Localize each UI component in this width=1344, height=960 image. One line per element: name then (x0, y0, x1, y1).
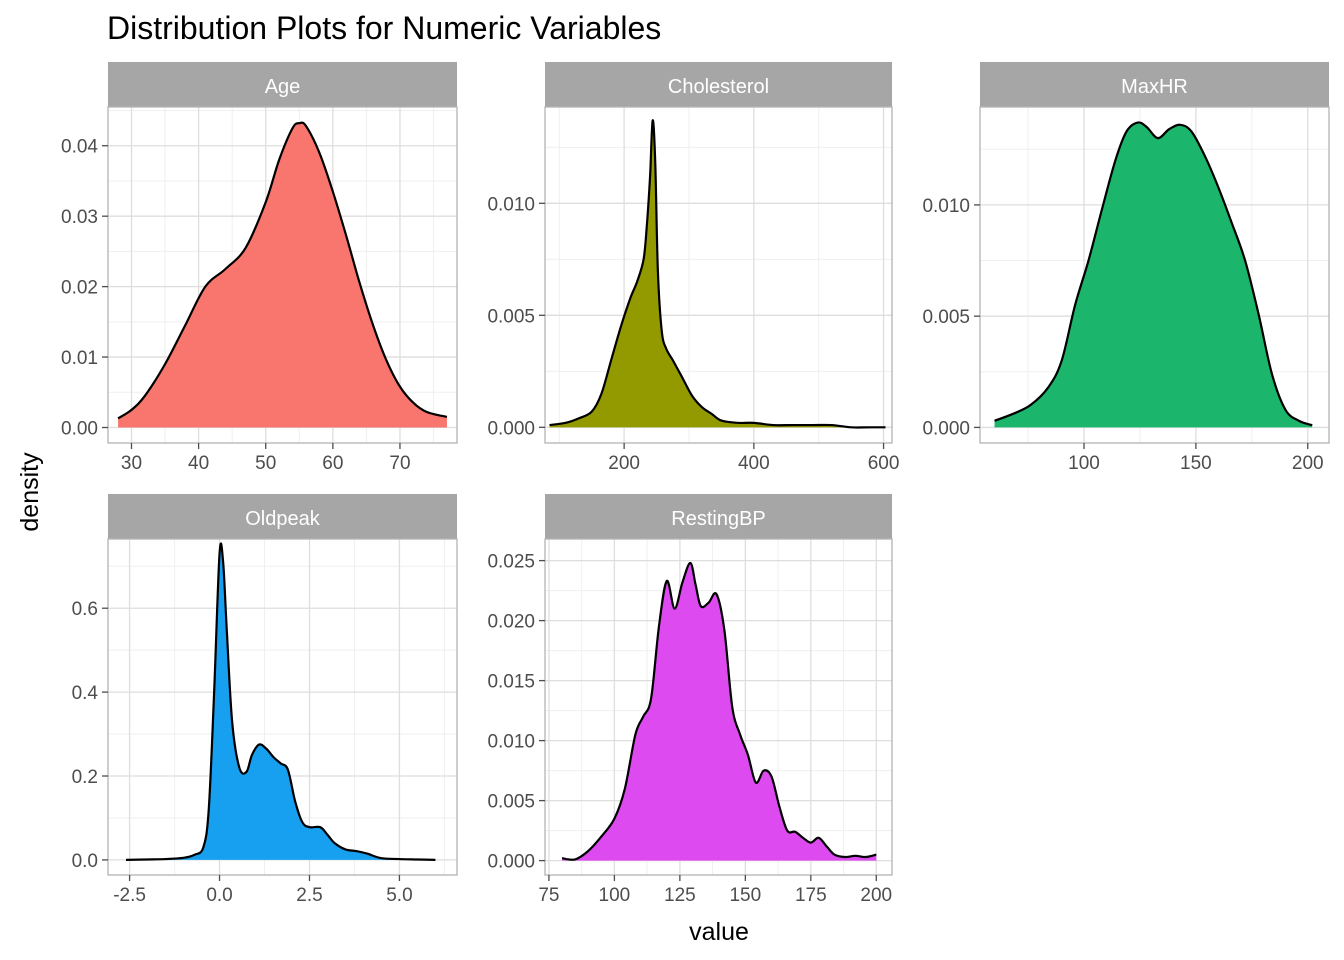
strip-background (108, 62, 457, 107)
strip-background (108, 494, 457, 539)
y-tick-label: 0.00 (61, 419, 98, 440)
panel-age: Age 30 40 50 60 70 0.00 0.01 0.02 0.03 0.04 (61, 62, 458, 474)
panel-restingbp: RestingBP 75 100 125 150 175 200 0.000 0.005 0.01… (487, 494, 893, 906)
x-tick-label: -2.5 (113, 885, 146, 906)
y-tick-label: 0.025 (487, 552, 535, 573)
y-tick-label: 0.04 (61, 137, 98, 158)
y-tick-label: 0.005 (487, 306, 535, 327)
x-axis-title: value (689, 918, 749, 946)
y-tick-label: 0.010 (487, 194, 535, 215)
x-tick-label: 75 (538, 885, 559, 906)
density-area (562, 562, 877, 861)
strip-background (545, 494, 892, 539)
strip-background (545, 62, 892, 107)
strip-label: MaxHR (1121, 76, 1188, 98)
y-tick-label: 0.4 (72, 683, 99, 704)
x-tick-label: 5.0 (386, 885, 412, 906)
density-area (118, 122, 447, 428)
strip-background (980, 62, 1329, 107)
y-tick-label: 0.2 (72, 767, 98, 788)
density-curve (117, 121, 448, 420)
y-tick-label: 0.000 (487, 852, 535, 873)
panel-oldpeak: Oldpeak -2.5 0.0 2.5 5.0 0.0 0.2 0.4 0.6 (72, 494, 458, 906)
panel-border (107, 106, 458, 444)
x-tick-label: 2.5 (296, 885, 322, 906)
y-tick-label: 0.005 (922, 307, 970, 328)
strip-label: RestingBP (671, 508, 766, 530)
panel-border (107, 538, 458, 876)
density-curve (994, 121, 1313, 427)
x-tick-label: 100 (599, 885, 631, 906)
panel-cholesterol: Cholesterol 200 400 600 0.000 0.005 0.010 (487, 62, 899, 474)
x-tick-label: 400 (738, 453, 770, 474)
panel-border (544, 106, 893, 444)
density-curve (561, 561, 877, 861)
density-area (994, 122, 1313, 428)
panel-border (979, 106, 1330, 444)
y-tick-label: 0.005 (487, 792, 535, 813)
x-tick-label: 70 (389, 453, 410, 474)
y-tick-label: 0.0 (72, 851, 98, 872)
strip-label: Age (265, 76, 301, 98)
x-tick-label: 50 (255, 453, 276, 474)
strip-label: Cholesterol (668, 76, 769, 98)
x-tick-label: 30 (121, 453, 142, 474)
y-axis-title: density (16, 452, 44, 532)
x-tick-label: 600 (868, 453, 900, 474)
y-tick-label: 0.03 (61, 207, 98, 228)
density-area (125, 543, 436, 860)
x-tick-label: 40 (188, 453, 209, 474)
strip-label: Oldpeak (245, 508, 320, 530)
x-tick-label: 200 (1292, 453, 1324, 474)
x-tick-label: 150 (729, 885, 761, 906)
x-tick-label: 125 (664, 885, 696, 906)
facet-panels: Age 30 40 50 60 70 0.00 0.01 0.02 0.03 0.04 Cholest… (61, 62, 1330, 906)
chart-title: Distribution Plots for Numeric Variables (107, 10, 661, 46)
y-tick-label: 0.000 (487, 418, 535, 439)
x-tick-label: 200 (608, 453, 640, 474)
x-tick-label: 0.0 (206, 885, 232, 906)
y-tick-label: 0.010 (922, 196, 970, 217)
density-curve (125, 542, 436, 861)
y-tick-label: 0.6 (72, 599, 98, 620)
density-area (549, 120, 886, 428)
y-tick-label: 0.015 (487, 672, 535, 693)
y-tick-label: 0.01 (61, 348, 98, 369)
x-tick-label: 200 (860, 885, 892, 906)
y-tick-label: 0.020 (487, 612, 535, 633)
y-tick-label: 0.010 (487, 732, 535, 753)
density-curve (549, 119, 886, 429)
x-tick-label: 100 (1068, 453, 1100, 474)
x-tick-label: 175 (795, 885, 827, 906)
y-tick-label: 0.000 (922, 418, 970, 439)
x-tick-label: 60 (322, 453, 343, 474)
panel-border (544, 538, 893, 876)
panel-maxhr: MaxHR 100 150 200 0.000 0.005 0.010 (922, 62, 1330, 474)
x-tick-label: 150 (1180, 453, 1212, 474)
y-tick-label: 0.02 (61, 278, 98, 299)
